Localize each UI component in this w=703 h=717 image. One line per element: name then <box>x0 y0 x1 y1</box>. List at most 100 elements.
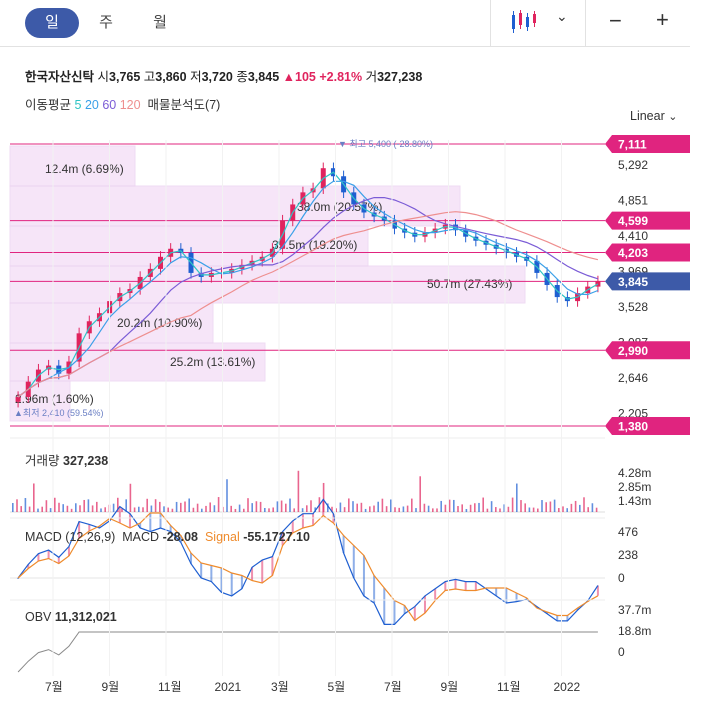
tab-daily[interactable]: 일 <box>25 8 79 38</box>
x-tick-label: 7월 <box>384 680 402 694</box>
volume-bar <box>453 499 455 512</box>
macd-histogram-bar <box>240 575 243 589</box>
ma-20-label: 20 <box>84 98 99 112</box>
volume-bar <box>192 507 195 512</box>
volume-bar <box>503 504 505 512</box>
volume-bar <box>558 508 560 512</box>
volume-bar <box>457 506 459 512</box>
volume-profile-label[interactable]: 매물분석도(7) <box>147 98 221 112</box>
volume-bar <box>33 483 35 512</box>
change-value: 105 <box>295 70 316 84</box>
price-level-label: 2,990 <box>618 344 648 358</box>
volume-bar <box>184 501 186 512</box>
macd-histogram-bar <box>17 578 20 579</box>
volume-bar <box>331 506 333 512</box>
volume-bar <box>268 508 270 512</box>
volume-bar <box>297 470 300 512</box>
price-tick-label: 3,528 <box>618 300 648 314</box>
macd-histogram-bar <box>149 513 152 532</box>
volume-bar <box>314 507 316 512</box>
macd-histogram-bar <box>464 581 467 591</box>
volume-bar <box>217 497 220 512</box>
scale-selector[interactable]: Linear ⌄ <box>630 109 677 123</box>
volume-bar <box>432 508 434 512</box>
volume-bar <box>54 497 56 512</box>
price-level-label: 7,111 <box>618 138 647 152</box>
volume-bar <box>381 498 384 512</box>
minus-icon[interactable]: − <box>609 8 622 33</box>
macd-histogram-bar <box>159 513 162 528</box>
obv-label: OBV <box>25 610 52 624</box>
macd-histogram-bar <box>362 555 365 596</box>
x-tick-label: 3월 <box>271 680 289 694</box>
x-tick-label: 7월 <box>45 680 63 694</box>
high-marker-label: ▼ 최고 5,400 (-28.80%) <box>338 139 433 149</box>
volume-bar <box>255 501 258 512</box>
signal-value: -55.17 <box>243 530 279 544</box>
price-level-label: 3,845 <box>618 275 648 289</box>
volume-bar <box>520 500 522 512</box>
volume-profile-bar <box>9 265 526 304</box>
macd-params: MACD (12,26,9) <box>25 530 116 544</box>
volume-bar <box>280 500 283 512</box>
volume-bar <box>507 506 510 512</box>
volume-bar <box>335 508 337 512</box>
volume-bar <box>465 508 468 512</box>
volume-bar <box>205 505 207 512</box>
volume-bar <box>411 498 413 512</box>
macd-histogram-bar <box>88 524 91 531</box>
open-value: 3,765 <box>109 70 141 84</box>
signal-label: Signal <box>204 530 240 544</box>
volume-bar <box>566 508 568 512</box>
low-value: 3,720 <box>201 70 233 84</box>
volume-bar <box>117 497 119 512</box>
volume-bar <box>444 504 447 512</box>
volume-bar <box>562 506 564 512</box>
volume-profile-label: 12.4m (6.69%) <box>45 162 124 176</box>
macd-histogram-bar <box>434 588 437 601</box>
macd-histogram-bar <box>118 506 121 523</box>
ma-5-line <box>17 171 599 398</box>
macd-histogram-bar <box>210 565 213 582</box>
volume-bar <box>146 498 148 512</box>
volume-bar <box>125 499 127 512</box>
volume-bar <box>142 507 144 512</box>
volume-profile-label: 38.0m (20.57%) <box>297 200 382 214</box>
macd-histogram-bar <box>27 564 30 569</box>
tab-monthly[interactable]: 월 <box>153 14 167 31</box>
volume-bar <box>175 501 178 512</box>
signal-line <box>17 512 599 622</box>
volume-bar <box>79 505 81 512</box>
volume-bar <box>276 501 279 512</box>
macd-histogram-bar <box>352 545 355 578</box>
volume-bar <box>264 508 266 512</box>
obv-tick-label: 37.7m <box>618 603 651 617</box>
volume-bar <box>524 503 526 512</box>
volume-label: 거래량 <box>25 454 60 468</box>
macd-histogram-bar <box>271 556 274 576</box>
volume-bar <box>545 502 547 512</box>
volume-bar <box>490 501 493 512</box>
tab-weekly[interactable]: 주 <box>99 14 113 31</box>
volume-short-value: 327,238 <box>377 70 423 84</box>
price-level-tag <box>605 211 690 230</box>
volume-bar <box>327 503 329 512</box>
volume-bar <box>415 508 417 512</box>
volume-bar <box>390 499 392 512</box>
macd-histogram-bar <box>179 535 182 543</box>
volume-bar <box>188 498 190 512</box>
plus-icon[interactable]: + <box>656 7 669 32</box>
moving-average-label[interactable]: 이동평균 <box>25 98 72 112</box>
macd-histogram-bar <box>312 513 315 526</box>
chevron-down-icon[interactable]: ⌄ <box>556 8 568 24</box>
volume-bar <box>549 501 552 512</box>
ma-5-label: 5 <box>74 98 82 112</box>
macd-histogram-bar <box>200 563 203 578</box>
volume-bar <box>104 507 106 512</box>
candlestick-icon[interactable] <box>510 9 540 35</box>
macd-histogram-bar <box>566 615 569 621</box>
volume-bar <box>163 506 165 512</box>
price-level-tag <box>605 417 690 435</box>
close-value: 3,845 <box>247 70 280 84</box>
